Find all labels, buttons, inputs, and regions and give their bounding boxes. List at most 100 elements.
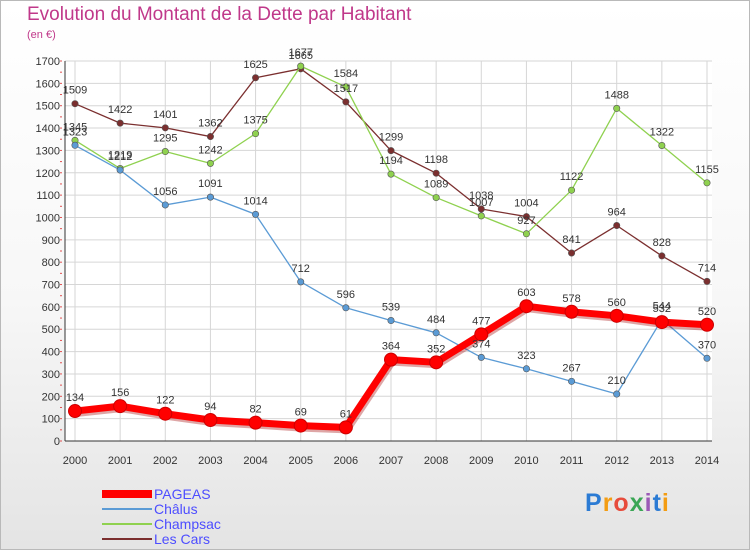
- legend-swatch-chalus: [102, 507, 152, 510]
- data-label: 374: [472, 338, 490, 350]
- y-tick-label: 0: [54, 436, 60, 448]
- data-label: 69: [295, 407, 307, 419]
- data-point: [432, 329, 440, 337]
- data-point: [522, 230, 530, 238]
- data-label: 1488: [604, 89, 628, 101]
- data-label: 578: [562, 293, 580, 305]
- data-label: 841: [562, 234, 580, 246]
- data-point: [342, 98, 350, 106]
- plot-area: [65, 61, 712, 441]
- legend-item-champsac: Champsac: [102, 515, 221, 532]
- data-label: 1014: [243, 195, 267, 207]
- x-tick-label: 2005: [288, 455, 312, 467]
- logo-letter: P: [585, 489, 603, 517]
- data-label: 267: [562, 362, 580, 374]
- data-point: [387, 170, 395, 178]
- data-label: 1198: [424, 154, 448, 166]
- legend-swatch-champsac: [102, 522, 152, 525]
- data-point: [203, 412, 218, 427]
- data-label: 1517: [334, 83, 358, 95]
- y-tick-label: 1100: [36, 190, 60, 202]
- data-label: 927: [517, 215, 535, 227]
- y-tick-label: 300: [42, 369, 60, 381]
- data-label: 1091: [198, 178, 222, 190]
- data-label: 532: [653, 303, 671, 315]
- y-tick-label: 700: [42, 280, 60, 292]
- data-point: [522, 213, 530, 221]
- data-point: [338, 420, 353, 435]
- data-label: 1375: [243, 115, 267, 127]
- data-label: 1509: [63, 85, 87, 97]
- y-tick-label: 1000: [36, 212, 60, 224]
- x-tick-label: 2001: [108, 455, 132, 467]
- y-tick-label: 400: [42, 347, 60, 359]
- data-point: [252, 74, 260, 82]
- data-point: [252, 130, 260, 138]
- logo-letter: r: [602, 489, 614, 517]
- data-label: 156: [111, 387, 129, 399]
- data-label: 134: [66, 392, 84, 404]
- data-point: [68, 404, 82, 419]
- x-tick-label: 2011: [560, 455, 584, 467]
- x-tick-label: 2013: [650, 455, 674, 467]
- x-tick-label: 2009: [469, 455, 493, 467]
- x-tick-label: 2014: [695, 455, 719, 467]
- legend-swatch-pageas: [102, 489, 152, 498]
- data-label: 1323: [63, 126, 87, 138]
- data-point: [206, 193, 214, 201]
- data-label: 1194: [379, 155, 403, 167]
- legend-label-pageas: PAGEAS: [154, 485, 211, 502]
- data-label: 1299: [379, 132, 403, 144]
- legend-swatch-les-cars: [102, 537, 152, 540]
- data-label: 1295: [153, 133, 177, 145]
- y-tick-label: 200: [42, 391, 60, 403]
- data-point: [703, 277, 711, 285]
- data-label: 477: [472, 315, 490, 327]
- legend-label-champsac: Champsac: [154, 515, 221, 532]
- x-tick-label: 2004: [243, 455, 267, 467]
- data-label: 1422: [108, 104, 132, 116]
- data-point: [568, 186, 576, 194]
- data-point: [248, 415, 263, 430]
- data-point: [387, 147, 395, 155]
- data-label: 712: [292, 263, 310, 275]
- legend-item-pageas: PAGEAS: [102, 485, 211, 502]
- data-point: [158, 406, 173, 421]
- data-point: [161, 124, 169, 132]
- y-tick-label: 1500: [36, 101, 60, 113]
- data-label: 1007: [469, 197, 493, 209]
- data-label: 1089: [424, 179, 448, 191]
- x-tick-label: 2010: [514, 455, 538, 467]
- data-point: [342, 304, 350, 312]
- logo-letter: o: [613, 489, 630, 517]
- proxiti-logo: Proxiti: [585, 489, 670, 518]
- data-point: [161, 148, 169, 156]
- data-point: [384, 352, 398, 367]
- data-point: [703, 354, 711, 362]
- data-point: [342, 83, 350, 91]
- x-tick-label: 2012: [604, 455, 628, 467]
- y-tick-label: 500: [42, 324, 60, 336]
- data-label: 596: [337, 289, 355, 301]
- x-tick-label: 2006: [334, 455, 358, 467]
- x-tick-label: 2007: [379, 455, 403, 467]
- data-label: 1625: [243, 59, 267, 71]
- data-point: [71, 141, 79, 149]
- legend-item-les-cars: Les Cars: [102, 531, 210, 547]
- y-tick-label: 900: [42, 235, 60, 247]
- data-label: 210: [608, 375, 626, 387]
- data-point: [477, 353, 485, 361]
- data-point: [658, 141, 666, 149]
- x-tick-label: 2002: [153, 455, 177, 467]
- data-point: [609, 308, 624, 323]
- y-tick-label: 1300: [36, 145, 60, 157]
- data-label: 520: [698, 306, 716, 318]
- logo-letter: i: [661, 489, 670, 517]
- data-label: 122: [156, 395, 174, 407]
- data-point: [297, 278, 305, 286]
- data-label: 1362: [198, 118, 222, 130]
- data-point: [568, 249, 576, 257]
- data-label: 1322: [650, 126, 674, 138]
- logo-letter: t: [652, 489, 662, 517]
